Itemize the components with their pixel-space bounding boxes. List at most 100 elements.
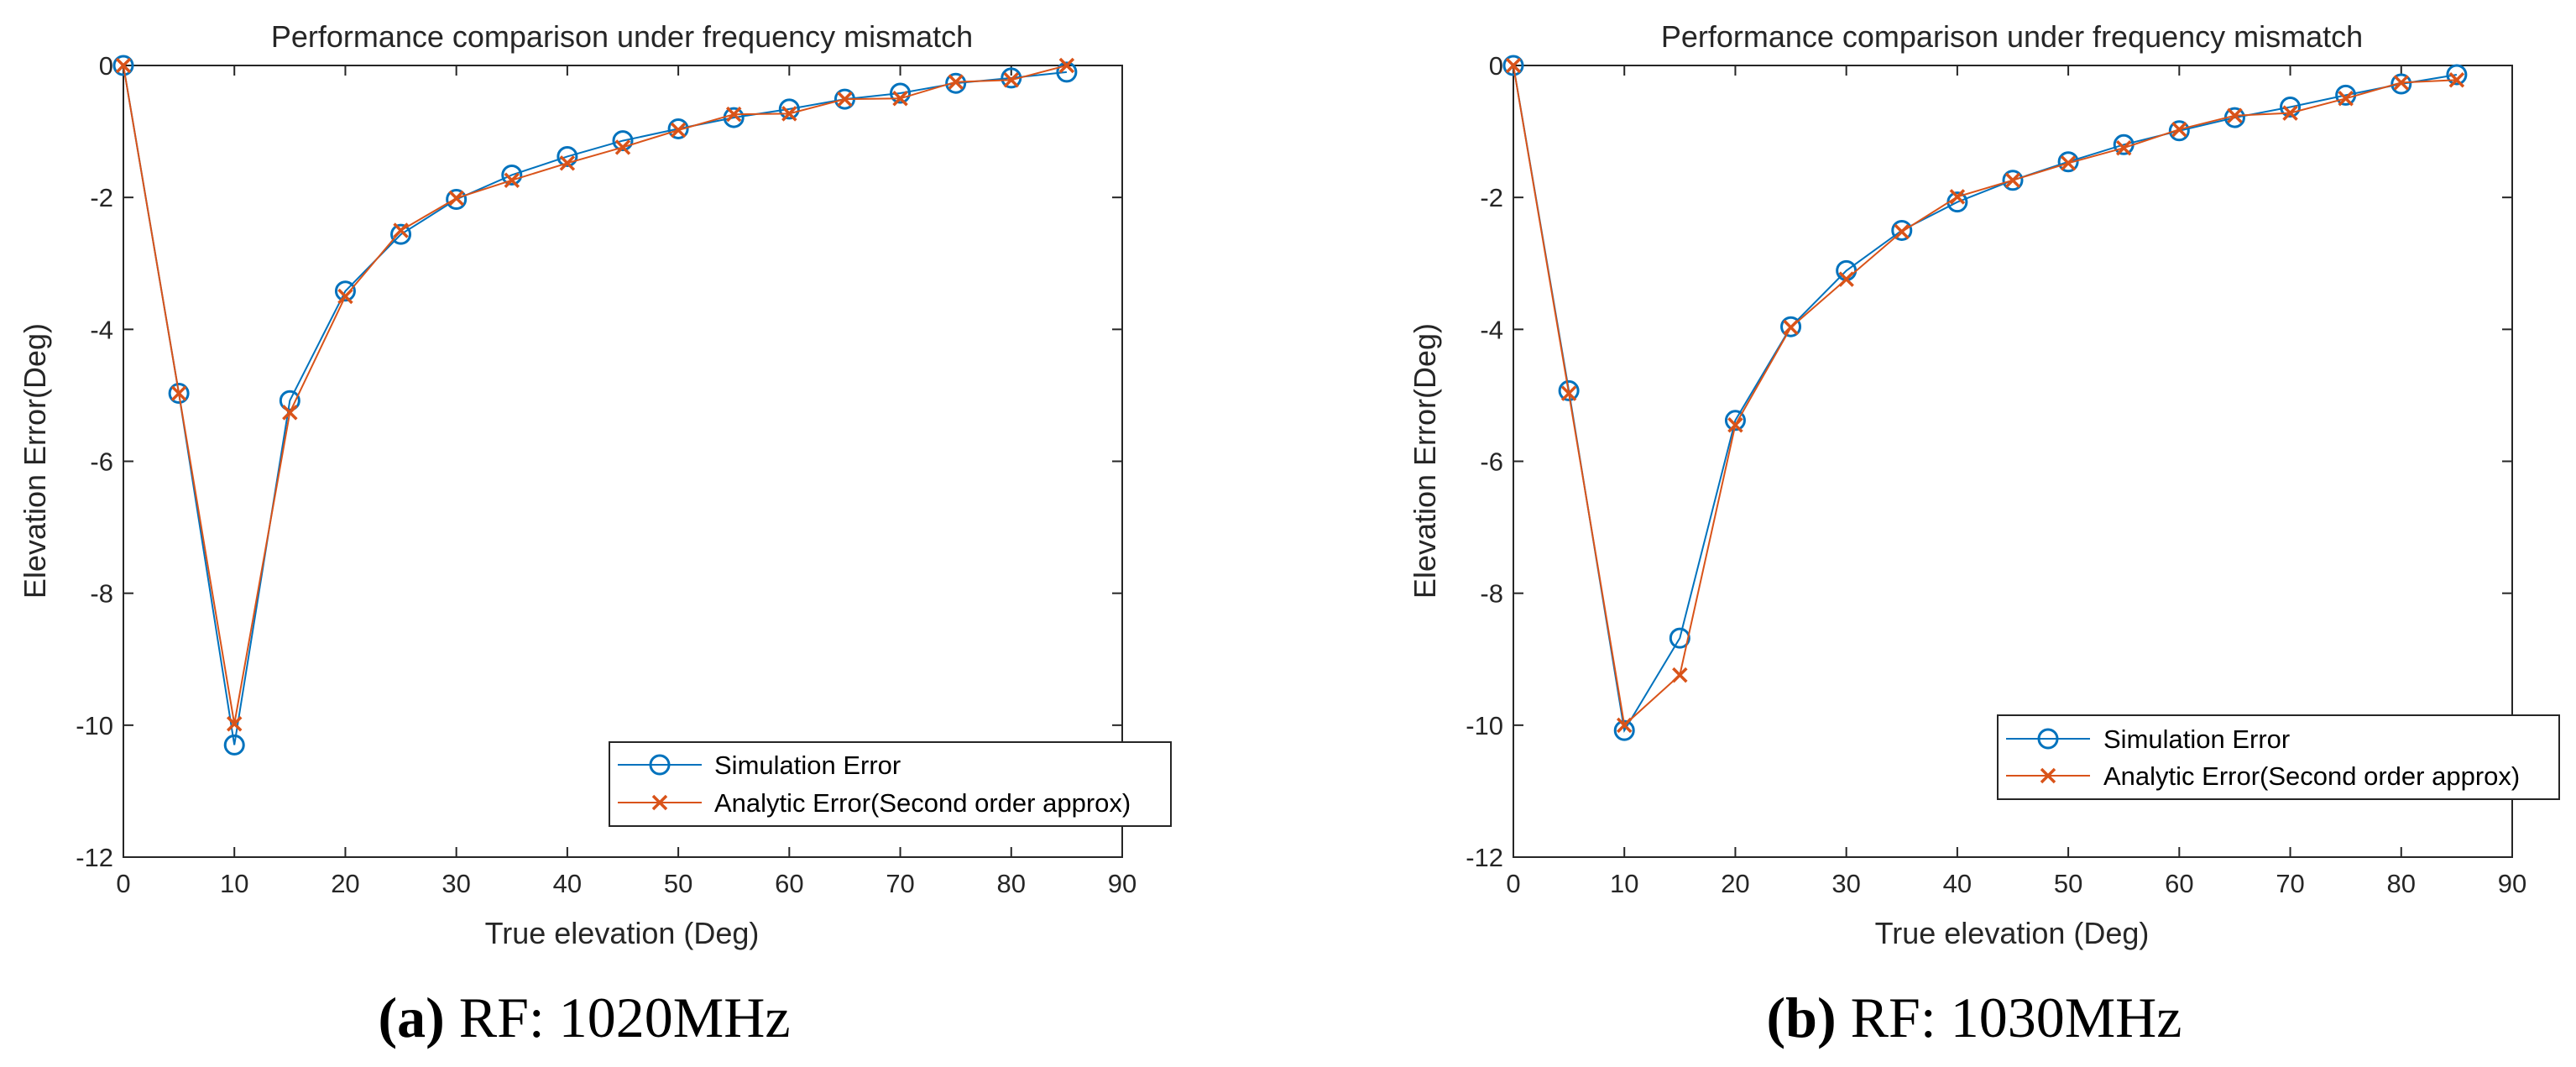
analytic-error-line [123,65,1068,724]
x-tick-label: 10 [220,869,248,898]
analytic-point [1505,57,1522,74]
y-tick-label: -8 [1480,579,1503,609]
analytic-point [1058,57,1075,74]
analytic-point [1672,667,1688,683]
analytic-point [1783,319,1799,336]
simulation-point [2057,151,2079,173]
analytic-point [2171,121,2187,138]
simulation-point [168,383,190,405]
analytic-point [2448,72,2465,88]
analytic-point [1560,385,1577,401]
analytic-point [2004,172,2021,188]
chart-title: Performance comparison under frequency m… [1661,19,2363,54]
simulation-point [1056,61,1078,83]
analytic-point [892,91,908,107]
x-tick-label: 70 [886,869,914,898]
x-tick-label: 80 [2387,869,2416,898]
analytic-point [1616,717,1633,734]
x-tick-label: 30 [442,869,470,898]
analytic-point [2282,105,2298,121]
simulation-point [112,55,134,76]
simulation-point [2280,97,2302,118]
analytic-point [781,106,797,122]
legend-label-simulation: Simulation Error [714,751,901,780]
simulation-point [2002,170,2024,191]
panel-a: Performance comparison under frequency m… [18,19,1172,1049]
caption-text: RF: 1030MHz [1851,986,2182,1049]
analytic-point [1838,271,1854,287]
x-tick-label: 30 [1831,869,1860,898]
panel-b: Performance comparison under frequency m… [1408,19,2560,1049]
simulation-point [778,98,800,120]
x-tick-label: 60 [2165,869,2193,898]
caption-label: (b) [1767,986,1837,1049]
series-layer [1502,55,2468,741]
analytic-point [614,139,631,155]
analytic-point [559,155,576,171]
y-tick-label: -2 [90,183,113,212]
analytic-point [2060,155,2077,171]
plot-area [123,65,1123,858]
y-tick-label: -6 [1480,447,1503,477]
legend: Simulation Error Analytic Error(Second o… [609,741,1172,827]
analytic-point [282,405,298,421]
simulation-point [501,164,523,186]
analytic-point [226,716,243,732]
y-axis: 0 -2 -4 -6 -8 -10 -12 [76,51,1122,872]
analytic-point [1894,223,1910,240]
x-tick-label: 90 [1108,869,1136,898]
y-tick-label: 0 [1489,51,1503,81]
simulation-point [890,82,912,104]
analytic-point [393,222,409,238]
legend-marker-x [651,794,668,811]
x-axis: 0 10 20 30 40 50 60 70 80 90 [1506,65,2526,898]
x-tick-label: 0 [116,869,130,898]
simulation-point [945,72,967,94]
y-tick-label: -10 [1466,711,1503,740]
legend-box [609,741,1172,827]
analytic-point [670,122,687,139]
x-tick-label: 20 [331,869,359,898]
analytic-point [948,74,964,90]
caption-space [445,986,459,1049]
simulation-point [1891,219,1913,241]
x-tick-label: 70 [2276,869,2304,898]
x-tick-label: 50 [664,869,692,898]
analytic-point [2338,91,2354,107]
analytic-point [2393,75,2410,91]
x-axis-label: True elevation (Deg) [1875,916,2150,950]
legend-marker-circle [2037,728,2059,750]
simulation-point [2391,73,2412,95]
analytic-point [1727,417,1743,433]
simulation-point [1669,627,1690,649]
x-tick-label: 80 [997,869,1026,898]
chart-title: Performance comparison under frequency m… [271,19,973,54]
analytic-error-line [1513,65,2457,727]
simulation-point [1558,379,1580,401]
x-tick-label: 0 [1506,869,1520,898]
analytic-point [448,190,464,207]
y-tick-label: -6 [90,447,113,477]
y-tick-label: -10 [76,711,113,740]
y-tick-label: -4 [90,315,113,344]
analytic-point [504,172,520,188]
simulation-point [446,189,468,211]
simulation-point [2168,120,2190,142]
y-tick-label: -4 [1480,315,1503,344]
x-tick-label: 50 [2054,869,2082,898]
legend-marker-circle [649,754,671,776]
y-tick-label: -8 [90,579,113,609]
legend-label-analytic: Analytic Error(Second order approx) [2103,761,2520,791]
legend-marker-x [2040,767,2056,784]
x-tick-label: 40 [553,869,582,898]
x-axis: 0 10 20 30 40 50 60 70 80 90 [116,65,1136,898]
analytic-point [725,106,742,123]
caption-label: (a) [378,986,444,1049]
x-tick-label: 20 [1721,869,1749,898]
y-tick-label: -12 [76,843,113,872]
simulation-point [612,130,634,152]
caption-text: RF: 1020MHz [459,986,791,1049]
series-layer [112,55,1078,756]
simulation-point [1724,410,1746,432]
